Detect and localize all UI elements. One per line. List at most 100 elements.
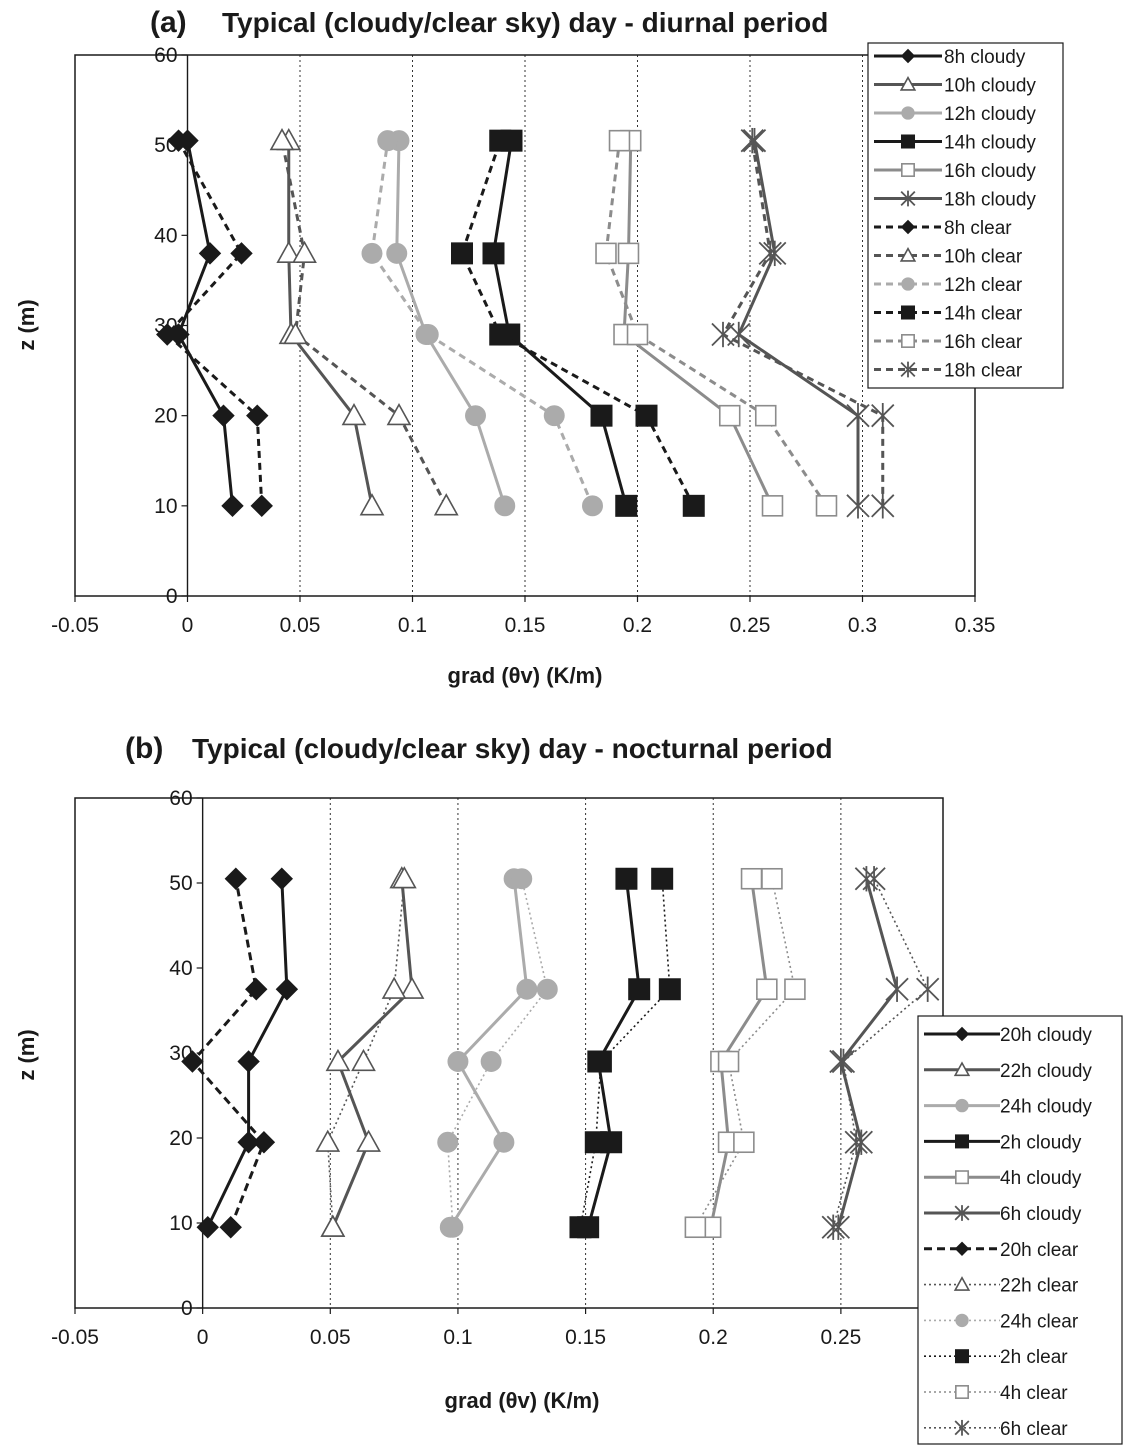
panel-b-legend-item-4h-clear: 4h clear: [924, 1383, 1068, 1404]
panel-b-x-tick-label: -0.05: [51, 1326, 99, 1349]
panel-a-legend-item-14h-clear: 14h clear: [874, 304, 1023, 325]
panel-a-series-line-8h-clear: [165, 139, 264, 506]
panel-b-legend-label-22h-cloudy: 22h cloudy: [1000, 1061, 1092, 1082]
panel-b-legend-marker-4h-cloudy: [955, 1170, 969, 1185]
panel-b-point-2h-clear: [569, 1216, 592, 1239]
panel-a-series-12h-clear: [361, 130, 603, 517]
panel-b-legend-item-24h-clear: 24h clear: [924, 1311, 1079, 1332]
panel-b-point-24h-cloudy: [493, 1131, 515, 1153]
panel-b-legend-marker-4h-clear: [955, 1385, 969, 1399]
panel-a-point-18h-clear: [871, 493, 895, 519]
panel-a-legend-label-16h-clear: 16h clear: [944, 332, 1023, 353]
panel-b-legend-label-22h-clear: 22h clear: [1000, 1276, 1079, 1297]
panel-b-point-24h-cloudy: [516, 978, 538, 1000]
panel-a-legend-item-10h-cloudy: 10h cloudy: [874, 76, 1036, 97]
panel-b-legend-label-2h-cloudy: 2h cloudy: [1000, 1132, 1082, 1153]
panel-a-series-line-12h-clear: [370, 140, 594, 507]
panel-a-x-tick-label: -0.05: [51, 614, 99, 637]
panel-a-series: [156, 127, 895, 519]
panel-a-y-tick-label: 40: [154, 224, 177, 247]
panel-a-y-tick-label: 20: [154, 405, 177, 428]
panel-b-legend-label-24h-clear: 24h clear: [1000, 1311, 1079, 1332]
panel-b-point-4h-cloudy: [740, 867, 763, 890]
panel-a-point-10h-clear: [386, 402, 412, 426]
panel-b-x-tick-label: 0.15: [565, 1326, 606, 1349]
panel-a-legend-item-18h-cloudy: 18h cloudy: [874, 190, 1036, 211]
panel-b-point-6h-clear: [916, 976, 940, 1002]
panel-a-series-14h-clear: [451, 129, 705, 517]
panel-a-legend-item-18h-clear: 18h clear: [874, 361, 1023, 382]
panel-b-point-22h-clear: [315, 1129, 341, 1152]
panel-b-legend-item-20h-cloudy: 20h cloudy: [924, 1025, 1092, 1046]
panel-a-series-16h-cloudy: [613, 129, 784, 517]
panel-a-point-12h-clear: [417, 324, 439, 345]
panel-a-point-8h-clear: [246, 404, 269, 427]
panel-a-point-14h-cloudy: [615, 494, 638, 517]
panel-a-x-tick-label: 0.1: [398, 614, 427, 637]
panel-b-point-20h-clear: [245, 978, 268, 1001]
panel-a-y-tick-label: 60: [154, 44, 177, 67]
panel-a-series-10h-clear: [269, 127, 459, 516]
panel-b-series-2h-clear: [569, 867, 681, 1239]
panel-b-y-axis-label: z (m): [14, 1029, 39, 1080]
panel-a-letter: (a): [150, 6, 187, 39]
panel-b-point-24h-clear: [511, 868, 533, 890]
panel-a: (a) Typical (cloudy/clear sky) day - diu…: [14, 6, 1064, 688]
panel-b-legend-marker-6h-clear: [954, 1419, 970, 1436]
panel-a-point-18h-clear: [758, 240, 782, 267]
panel-a-point-14h-clear: [451, 242, 473, 265]
panel-a-point-12h-cloudy: [465, 405, 486, 427]
panel-a-point-8h-cloudy: [221, 494, 244, 518]
panel-b-series-line-6h-clear: [832, 878, 929, 1228]
panel-a-point-16h-clear: [754, 404, 777, 427]
panel-a-series-16h-clear: [595, 129, 838, 517]
panel-a-legend-marker-12h-clear: [901, 277, 915, 291]
panel-b-x-tick-label: 0: [197, 1326, 209, 1349]
panel-a-legend-item-16h-cloudy: 16h cloudy: [874, 161, 1036, 182]
panel-b-point-22h-cloudy: [325, 1048, 351, 1072]
panel-b-point-6h-clear: [821, 1214, 845, 1240]
panel-a-legend-label-8h-clear: 8h clear: [944, 218, 1012, 239]
panel-a-point-16h-clear: [815, 495, 838, 517]
panel-b-y-tick-label: 0: [181, 1297, 193, 1320]
panel-a-legend-box: [867, 42, 1064, 389]
panel-b-point-6h-cloudy: [829, 1048, 853, 1075]
panel-a-point-10h-cloudy: [359, 493, 385, 516]
panel-b-point-6h-cloudy: [826, 1214, 850, 1240]
panel-b-point-22h-clear: [391, 866, 417, 889]
panel-a-series-line-16h-clear: [604, 140, 828, 507]
panel-a-x-tick-label: 0.15: [505, 614, 546, 637]
panel-b-series-4h-clear: [684, 867, 806, 1239]
panel-a-legend-label-8h-cloudy: 8h cloudy: [944, 47, 1026, 68]
panel-a-legend-marker-18h-cloudy: [900, 190, 916, 207]
panel-a-series-18h-cloudy: [727, 127, 870, 519]
panel-b-x-tick-label: 0.05: [310, 1326, 351, 1349]
panel-b-point-2h-cloudy: [615, 867, 638, 890]
panel-b-legend-label-2h-clear: 2h clear: [1000, 1347, 1068, 1368]
panel-b-point-24h-clear: [442, 1216, 464, 1238]
panel-a-point-18h-clear: [740, 127, 764, 154]
panel-a-series-10h-cloudy: [276, 127, 385, 516]
panel-b-x-tick-label: 0.2: [699, 1326, 728, 1349]
panel-a-x-axis-label: grad (θv) (K/m): [448, 663, 603, 688]
panel-b-point-20h-cloudy: [196, 1216, 219, 1239]
panel-a-point-16h-cloudy: [718, 404, 741, 427]
panel-b-legend-item-22h-cloudy: 22h cloudy: [924, 1061, 1092, 1082]
panel-b-legend-item-6h-cloudy: 6h cloudy: [924, 1204, 1082, 1225]
panel-a-point-8h-clear: [167, 129, 190, 152]
panel-a-legend-item-14h-cloudy: 14h cloudy: [874, 133, 1036, 154]
panel-b-point-6h-cloudy: [885, 976, 909, 1002]
panel-a-title: Typical (cloudy/clear sky) day - diurnal…: [222, 7, 828, 38]
panel-b-point-4h-clear: [761, 867, 783, 890]
panel-a-legend-label-10h-cloudy: 10h cloudy: [944, 76, 1036, 97]
panel-b-point-4h-clear: [684, 1216, 707, 1239]
panel-b-series: [181, 866, 940, 1240]
panel-a-point-18h-clear: [711, 321, 735, 348]
panel-b-legend-item-2h-clear: 2h clear: [924, 1347, 1068, 1368]
panel-b-letter: (b): [125, 732, 163, 765]
panel-a-legend-marker-10h-clear: [899, 247, 917, 262]
panel-b-point-2h-clear: [589, 1050, 612, 1073]
panel-a-legend-label-12h-clear: 12h clear: [944, 275, 1023, 296]
panel-a-series-line-8h-cloudy: [177, 140, 234, 506]
panel-b-legend-item-4h-cloudy: 4h cloudy: [924, 1168, 1082, 1189]
